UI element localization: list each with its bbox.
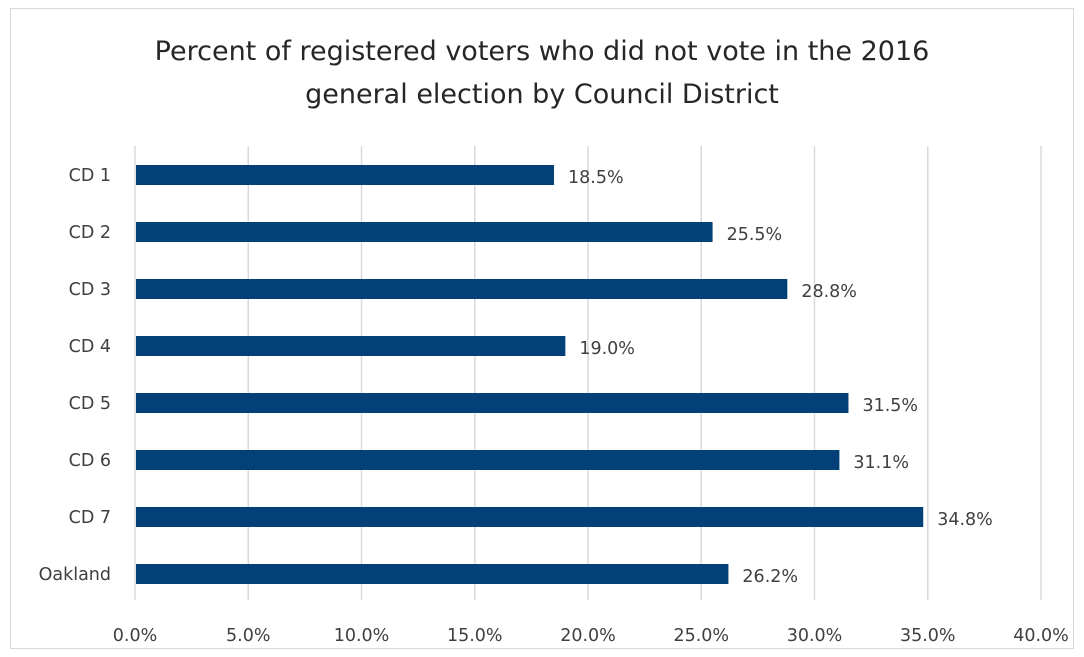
data-label: 28.8% (801, 282, 857, 302)
category-label: CD 3 (69, 280, 111, 300)
category-label: CD 4 (69, 337, 111, 357)
data-label: 31.5% (862, 396, 918, 416)
chart-title: Percent of registered voters who did not… (0, 30, 1084, 116)
category-label: Oakland (39, 565, 111, 585)
data-label: 26.2% (742, 567, 798, 587)
x-tick-label: 35.0% (900, 626, 956, 646)
bar (136, 450, 840, 470)
bar (136, 336, 566, 356)
category-label: CD 1 (69, 166, 111, 186)
category-label: CD 2 (69, 223, 111, 243)
x-tick-label: 0.0% (113, 626, 157, 646)
x-tick-label: 25.0% (673, 626, 729, 646)
bar (136, 507, 924, 527)
category-label: CD 5 (69, 394, 111, 414)
chart-title-line-2: general election by Council District (305, 79, 779, 110)
bar (136, 165, 555, 185)
x-tick-label: 10.0% (334, 626, 390, 646)
chart-frame (10, 8, 1074, 649)
data-label: 34.8% (937, 510, 993, 530)
category-label: CD 7 (69, 508, 111, 528)
bar (136, 393, 849, 413)
x-tick-label: 15.0% (447, 626, 503, 646)
chart-title-line-1: Percent of registered voters who did not… (154, 36, 930, 67)
x-tick-label: 20.0% (560, 626, 616, 646)
category-label: CD 6 (69, 451, 111, 471)
x-tick-label: 40.0% (1013, 626, 1069, 646)
data-label: 18.5% (568, 168, 624, 188)
bar (136, 222, 713, 242)
data-label: 25.5% (727, 225, 783, 245)
data-label: 19.0% (579, 339, 635, 359)
x-tick-label: 30.0% (787, 626, 843, 646)
bar (136, 279, 788, 299)
data-label: 31.1% (853, 453, 909, 473)
bar (136, 564, 729, 584)
x-tick-label: 5.0% (226, 626, 270, 646)
